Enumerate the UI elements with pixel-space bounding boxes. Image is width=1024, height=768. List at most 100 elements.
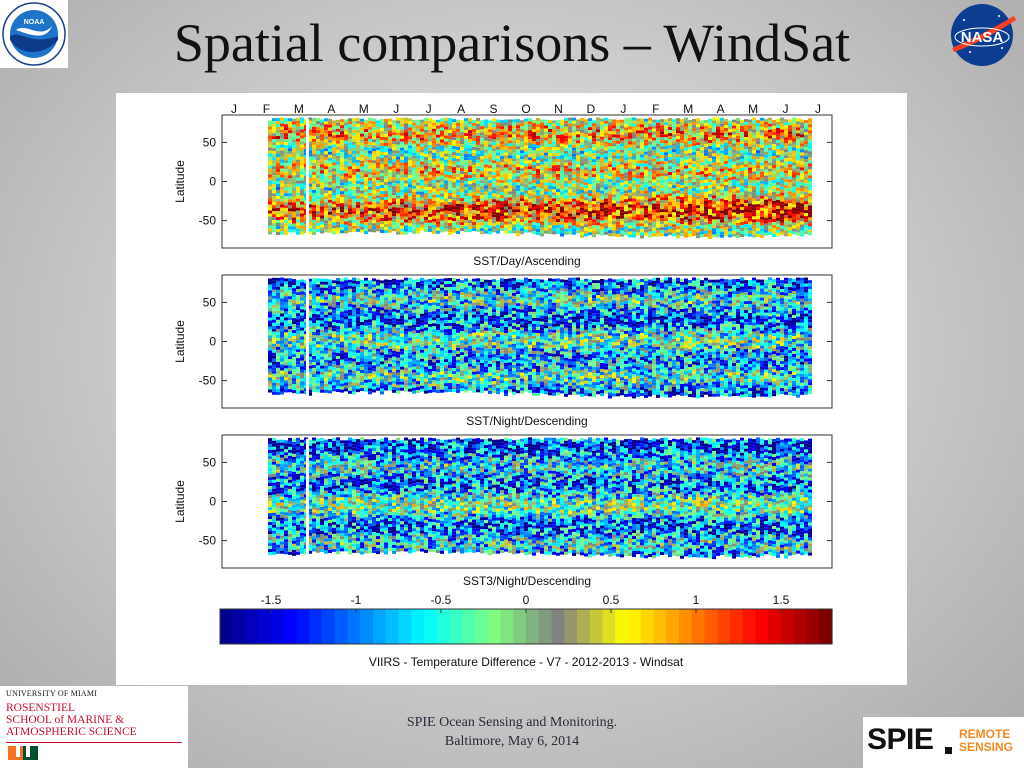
heatmap-cell [312,189,316,193]
heatmap-cell [348,136,352,140]
heatmap-cell [520,216,524,220]
heatmap-cell [308,225,312,229]
heatmap-cell [492,175,496,179]
heatmap-cell [700,150,704,154]
heatmap-cell [404,138,408,142]
heatmap-cell [292,184,296,188]
heatmap-cell [316,118,320,122]
heatmap-cell [748,191,752,195]
heatmap-cell [280,231,284,235]
heatmap-cell [448,211,452,214]
heatmap-cell [332,177,336,181]
heatmap-cell [380,227,384,230]
heatmap-cell [368,225,372,229]
heatmap-cell [332,210,336,214]
heatmap-cell [436,176,440,180]
heatmap-cell [536,223,540,226]
heatmap-cell [300,135,304,139]
heatmap-cell [416,194,420,198]
heatmap-cell [316,205,320,209]
heatmap-cell [312,132,316,136]
heatmap-cell [760,198,764,202]
heatmap-cell [556,225,560,228]
heatmap-cell [772,144,776,147]
heatmap-cell [312,135,316,139]
heatmap-cell [572,183,576,187]
heatmap-cell [692,149,696,152]
heatmap-cell [696,139,700,143]
heatmap-cell [736,205,740,208]
heatmap-cell [352,204,356,208]
heatmap-cell [400,219,404,223]
heatmap-cell [556,144,560,147]
heatmap-cell [408,205,412,209]
heatmap-cell [704,194,708,198]
heatmap-cell [572,138,576,142]
heatmap-cell [464,166,468,170]
heatmap-cell [344,188,348,192]
heatmap-cell [428,222,432,226]
heatmap-cell [548,147,552,150]
heatmap-cell [660,125,664,129]
heatmap-cell [704,125,708,129]
heatmap-cell [516,179,520,183]
heatmap-cell [708,236,712,239]
heatmap-cell [376,186,380,190]
heatmap-cell [380,176,384,179]
heatmap-cell [468,208,472,212]
heatmap-cell [500,213,504,217]
heatmap-cell [456,224,460,228]
heatmap-cell [388,226,392,230]
heatmap-cell [612,194,616,198]
heatmap-cell [392,180,396,184]
heatmap-cell [544,197,548,201]
heatmap-cell [596,189,600,193]
heatmap-cell [384,191,388,194]
heatmap-cell [644,133,648,137]
heatmap-cell [760,132,764,136]
heatmap-cell [344,131,348,135]
heatmap-cell [332,219,336,223]
heatmap-cell [364,171,368,175]
heatmap-cell [424,135,428,139]
heatmap-cell [568,183,572,187]
heatmap-cell [344,152,348,156]
heatmap-cell [744,224,748,228]
heatmap-cell [700,204,704,208]
heatmap-cell [344,203,348,207]
heatmap-cell [368,177,372,181]
heatmap-cell [452,140,456,144]
heatmap-cell [524,181,528,185]
heatmap-cell [628,231,632,235]
heatmap-cell [624,187,628,191]
heatmap-cell [512,182,516,186]
heatmap-cell [312,210,316,214]
heatmap-cell [740,216,744,219]
heatmap-cell [644,151,648,155]
heatmap-cell [600,226,604,230]
heatmap-cell [512,140,516,144]
heatmap-cell [356,177,360,181]
heatmap-cell [656,215,660,219]
heatmap-cell [464,136,468,140]
heatmap-cell [684,210,688,214]
heatmap-cell [280,177,284,181]
heatmap-cell [288,172,292,176]
heatmap-cell [624,136,628,140]
heatmap-cell [572,129,576,133]
heatmap-cell [324,166,328,170]
heatmap-cell [436,134,440,138]
heatmap-cell [688,191,692,195]
heatmap-cell [436,125,440,129]
heatmap-cell [580,156,584,160]
heatmap-cell [516,143,520,147]
heatmap-cell [772,162,776,165]
heatmap-cell [576,161,580,165]
heatmap-cell [296,147,300,151]
heatmap-cell [504,197,508,201]
heatmap-cell [692,197,696,200]
heatmap-cell [528,166,532,170]
heatmap-cell [324,163,328,167]
heatmap-cell [456,164,460,168]
heatmap-cell [372,181,376,185]
